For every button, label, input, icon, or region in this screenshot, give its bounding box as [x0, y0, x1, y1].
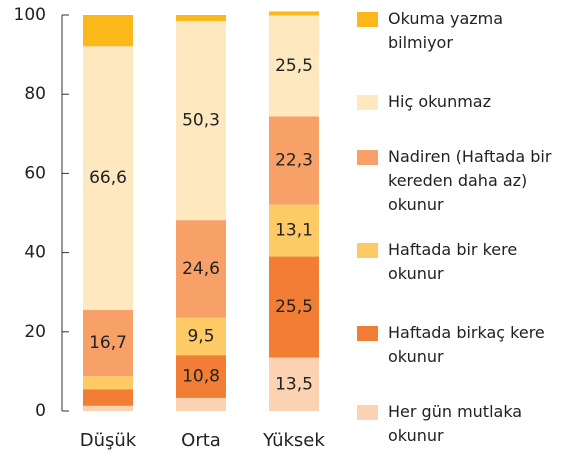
legend-swatch — [357, 12, 378, 27]
x-tick-label: Yüksek — [262, 430, 325, 451]
bar-segment — [83, 310, 133, 377]
legend-label: Hiç okunmaz — [388, 92, 491, 111]
bar-segment — [176, 220, 226, 318]
y-tick-label: 40 — [24, 243, 46, 263]
bar-segment — [269, 204, 319, 257]
legend-swatch — [357, 326, 378, 341]
bar-segment — [269, 116, 319, 205]
data-label: 16,7 — [89, 333, 127, 353]
data-label: 50,3 — [182, 111, 220, 131]
y-tick-label: 0 — [35, 401, 46, 421]
y-tick-label: 80 — [24, 84, 46, 104]
bar-segment — [176, 15, 226, 21]
bar-segment — [176, 20, 226, 221]
data-label: 13,1 — [275, 221, 313, 241]
bar-segment — [176, 355, 226, 398]
data-label: 9,5 — [187, 326, 214, 346]
y-tick-label: 60 — [24, 163, 46, 183]
legend-label: Haftada birkaç kere okunur — [388, 323, 545, 366]
bar-segment — [269, 11, 319, 16]
bar-segment — [176, 397, 226, 411]
data-label: 66,6 — [89, 168, 127, 188]
bar-segment — [83, 15, 133, 47]
y-tick-label: 20 — [24, 322, 46, 342]
legend-swatch — [357, 243, 378, 258]
x-tick-label: Düşük — [80, 430, 137, 451]
legend-label: Her gün mutlaka okunur — [388, 402, 523, 445]
legend-label: Nadiren (Haftada bir kereden daha az) ok… — [388, 147, 552, 214]
bar-segment — [269, 15, 319, 117]
legend-label: Okuma yazma bilmiyor — [388, 9, 504, 52]
bar-segment — [83, 405, 133, 411]
y-tick-label: 100 — [14, 5, 46, 25]
bar-segment — [176, 317, 226, 356]
bar-segment — [269, 256, 319, 358]
bar-segment — [269, 357, 319, 411]
bar-segment — [83, 46, 133, 311]
legend-swatch — [357, 95, 378, 110]
legend-swatch — [357, 150, 378, 165]
legend-label: Haftada bir kere okunur — [388, 240, 518, 283]
legend-swatch — [357, 405, 378, 420]
x-tick-label: Orta — [181, 430, 221, 451]
bar-segment — [83, 376, 133, 390]
data-label: 22,3 — [275, 151, 313, 171]
bar-segment — [83, 389, 133, 406]
data-label: 25,5 — [275, 297, 313, 317]
data-label: 24,6 — [182, 259, 220, 279]
data-label: 10,8 — [182, 367, 220, 387]
data-label: 13,5 — [275, 374, 313, 394]
data-label: 25,5 — [275, 56, 313, 76]
